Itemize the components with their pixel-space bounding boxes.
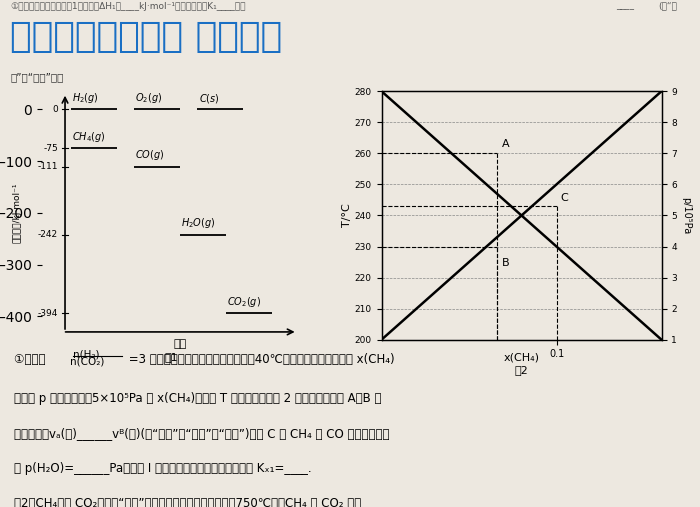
Text: ____: ____ bbox=[616, 2, 634, 11]
Text: 微信公众号关注： 趋找答案: 微信公众号关注： 趋找答案 bbox=[10, 20, 283, 54]
Text: A: A bbox=[503, 139, 510, 149]
Text: 相对能量/kJ·mol⁻¹: 相对能量/kJ·mol⁻¹ bbox=[12, 183, 21, 243]
Text: 则 p(H₂O)=______Pa，反应 I 以物质的量分数表示的平衡常数 Kₓ₁=____.: 则 p(H₂O)=______Pa，反应 I 以物质的量分数表示的平衡常数 Kₓ… bbox=[14, 462, 312, 475]
Text: $H_2(g)$: $H_2(g)$ bbox=[72, 91, 99, 105]
Text: 与压强 p 的变化关系、5×10⁵Pa 时 x(CH₄)与温度 T 的变化关系如图 2 所示。图中对应 A、B 两: 与压强 p 的变化关系、5×10⁵Pa 时 x(CH₄)与温度 T 的变化关系如… bbox=[14, 392, 382, 405]
Text: $CO_2(g)$: $CO_2(g)$ bbox=[228, 295, 261, 309]
Text: 图2: 图2 bbox=[514, 365, 528, 375]
Y-axis label: p/10⁵Pa: p/10⁵Pa bbox=[681, 197, 691, 234]
Text: C: C bbox=[560, 193, 568, 203]
Y-axis label: T/°C: T/°C bbox=[342, 204, 352, 227]
Text: $O_2(g)$: $O_2(g)$ bbox=[135, 91, 162, 105]
Text: $CO(g)$: $CO(g)$ bbox=[135, 148, 164, 162]
Text: 图1: 图1 bbox=[164, 352, 178, 363]
Text: $H_2O(g)$: $H_2O(g)$ bbox=[181, 216, 216, 230]
Text: $C(s)$: $C(s)$ bbox=[199, 92, 219, 105]
Text: 大”或“减小”）。: 大”或“减小”）。 bbox=[10, 73, 64, 82]
Text: （2）CH₄还原 CO₂是实现“双碳”经济的有效途径之一。恆压、750℃时，CH₄ 和 CO₂ 反应: （2）CH₄还原 CO₂是实现“双碳”经济的有效途径之一。恆压、750℃时，CH… bbox=[14, 497, 361, 507]
Text: (填“增: (填“增 bbox=[658, 2, 677, 11]
Text: $CH_4(g)$: $CH_4(g)$ bbox=[72, 129, 106, 143]
Text: n(CO₂): n(CO₂) bbox=[70, 357, 104, 367]
Text: x(CH₄): x(CH₄) bbox=[503, 352, 540, 363]
Text: ①根据相对能量大小如图1显示，则ΔH₁＝____kJ·mol⁻¹，升高温度，K₁____（填: ①根据相对能量大小如图1显示，则ΔH₁＝____kJ·mol⁻¹，升高温度，K₁… bbox=[10, 2, 246, 11]
Text: ①起始物: ①起始物 bbox=[14, 353, 49, 366]
Text: -111: -111 bbox=[38, 162, 58, 171]
Text: =3 时，反应在不同条件下达到平衡。40℃时甲烷的物质的量分数 x(CH₄): =3 时，反应在不同条件下达到平衡。40℃时甲烷的物质的量分数 x(CH₄) bbox=[125, 353, 394, 366]
Text: -242: -242 bbox=[38, 230, 58, 239]
Text: -394: -394 bbox=[38, 309, 58, 318]
Text: n(H₂): n(H₂) bbox=[74, 350, 100, 359]
Text: B: B bbox=[503, 258, 510, 268]
Text: 物质: 物质 bbox=[174, 339, 187, 349]
Text: 点的速率：vₐ(正)______vᴮ(逆)(填“大于”、“小于”或“等于”)；若 C 点 CH₄ 与 CO 的分压相同，: 点的速率：vₐ(正)______vᴮ(逆)(填“大于”、“小于”或“等于”)；若… bbox=[14, 427, 389, 440]
Text: -75: -75 bbox=[43, 143, 58, 153]
Text: 0: 0 bbox=[52, 105, 58, 114]
